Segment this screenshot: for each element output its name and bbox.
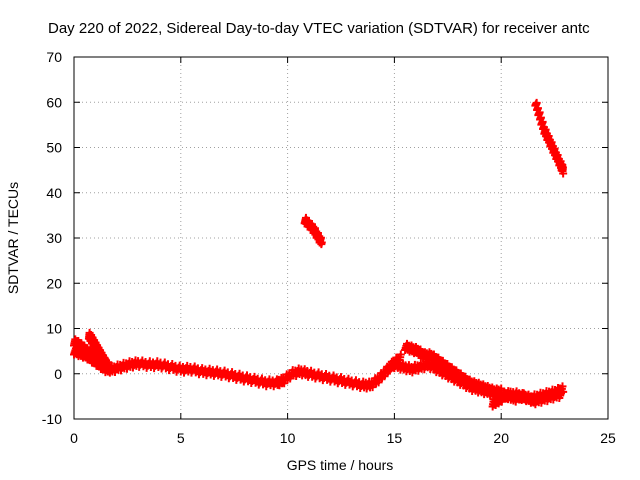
y-tick-label: -10: [42, 411, 62, 427]
x-tick-label: 20: [493, 430, 509, 446]
y-tick-label: 40: [46, 185, 62, 201]
y-tick-label: 10: [46, 321, 62, 337]
x-tick-label: 25: [600, 430, 616, 446]
x-axis-title: GPS time / hours: [287, 457, 394, 473]
series-main-trace: [70, 344, 405, 393]
data-layer: [70, 98, 568, 411]
x-tick-label: 10: [280, 430, 296, 446]
y-tick-label: 70: [46, 49, 62, 65]
x-tick-label: 5: [177, 430, 185, 446]
tick-layer: 0 5 10 15 20 25 -10 0 10 20 30 40 50 60 70: [42, 49, 616, 446]
series-high-segment: [531, 98, 568, 178]
data-point: [396, 350, 405, 359]
y-tick-label: 30: [46, 230, 62, 246]
x-tick-label: 0: [70, 430, 78, 446]
y-tick-label: 60: [46, 94, 62, 110]
chart-title: Day 220 of 2022, Sidereal Day-to-day VTE…: [48, 20, 590, 37]
series-lower-scatter: [488, 387, 566, 411]
data-point: [559, 169, 568, 178]
y-tick-label: 50: [46, 140, 62, 156]
y-tick-label: 0: [54, 366, 62, 382]
grid-layer: [74, 57, 608, 419]
series-mid-segment: [300, 213, 326, 249]
series-early-spike: [84, 328, 111, 371]
y-tick-label: 20: [46, 275, 62, 291]
data-point: [317, 238, 326, 247]
data-point: [102, 356, 111, 365]
x-tick-label: 15: [387, 430, 403, 446]
data-point: [557, 388, 566, 397]
y-axis-title: SDTVAR / TECUs: [5, 182, 21, 294]
